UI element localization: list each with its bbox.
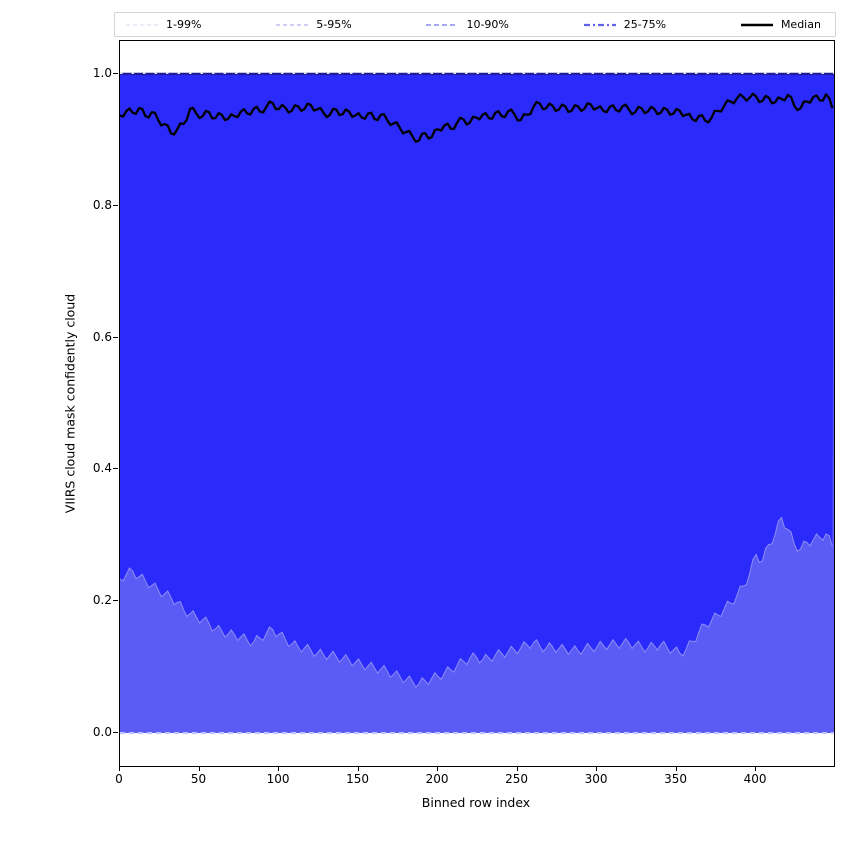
x-tick-mark [437, 766, 439, 771]
x-tick-mark [516, 766, 518, 771]
median-line [120, 92, 834, 143]
y-tick-mark [113, 732, 118, 734]
x-tick-mark [357, 766, 359, 771]
y-tick-label: 1.0 [92, 65, 112, 80]
legend-line-sample-icon [276, 23, 309, 26]
y-tick-label: 0.8 [92, 197, 112, 212]
legend-item-label: 25-75% [623, 18, 667, 31]
x-tick-mark [278, 766, 280, 771]
x-tick-mark [119, 766, 120, 771]
legend-item-1-99-: 1-99% [125, 18, 201, 31]
legend-line-sample-icon [126, 23, 158, 26]
legend-item-label: Median [780, 18, 821, 31]
legend: 1-99% 5-95% 10-90% 25-75% Median [114, 12, 836, 37]
legend-line-sample-icon [740, 23, 773, 26]
x-tick-label: 300 [584, 772, 608, 786]
p25-edge-line [120, 516, 833, 689]
legend-item-label: 10-90% [466, 18, 509, 31]
y-tick-mark [113, 72, 118, 74]
legend-line-sample-icon [426, 23, 459, 26]
x-tick-label: 150 [346, 772, 369, 786]
legend-item-median: Median [740, 18, 821, 31]
y-tick-label: 0.2 [92, 593, 112, 608]
y-axis-label: VIIRS cloud mask confidently cloud [62, 293, 78, 514]
x-tick-mark [675, 766, 677, 771]
y-tick-label: 0.6 [92, 329, 112, 344]
y-tick-mark [113, 336, 118, 338]
chart-svg [120, 72, 834, 735]
legend-item-10-90-: 10-90% [425, 18, 509, 31]
legend-item-25-75-: 25-75% [583, 18, 666, 31]
x-tick-mark [596, 766, 598, 771]
x-tick-label: 250 [505, 772, 528, 786]
x-tick-mark [755, 766, 757, 771]
plot-canvas [119, 40, 835, 767]
x-tick-label: 100 [266, 772, 290, 786]
x-tick-label: 50 [190, 772, 207, 786]
y-tick-mark [113, 468, 118, 470]
x-tick-mark [198, 766, 200, 771]
x-tick-label: 200 [425, 772, 449, 786]
legend-item-label: 5-95% [316, 18, 352, 31]
y-tick-label: 0.4 [92, 461, 112, 476]
legend-item-5-95-: 5-95% [275, 18, 352, 31]
x-tick-label: 0 [115, 772, 123, 786]
band-inner-fill [120, 74, 834, 688]
y-tick-label: 0.0 [92, 725, 112, 740]
x-tick-label: 350 [664, 772, 688, 786]
x-axis-label: Binned row index [421, 795, 531, 810]
x-tick-label: 400 [743, 772, 767, 786]
legend-line-sample-icon [583, 23, 616, 26]
legend-item-label: 1-99% [166, 18, 202, 31]
y-tick-mark [113, 204, 118, 206]
y-tick-mark [113, 600, 118, 602]
